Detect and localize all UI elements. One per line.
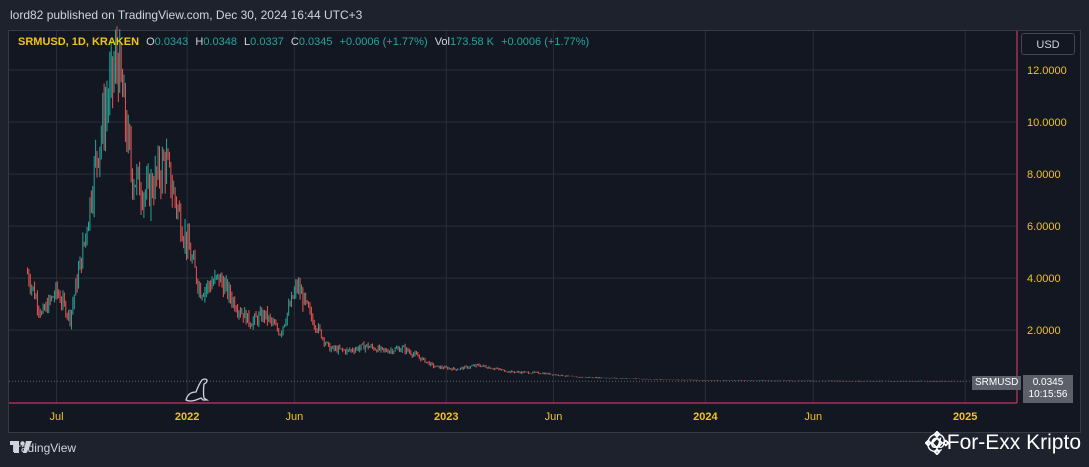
vol-label: Vol bbox=[434, 36, 450, 48]
footer-brand[interactable]: TradingView bbox=[10, 441, 76, 455]
open-value: 0.0343 bbox=[154, 36, 189, 48]
change-value: +0.0006 (+1.77%) bbox=[339, 36, 428, 48]
dinosaur-icon bbox=[185, 378, 210, 402]
watermark-text: @For-Exx Kripto bbox=[925, 431, 1081, 454]
y-tick-label: 10.0000 bbox=[1027, 117, 1067, 129]
close-value: 0.0345 bbox=[298, 36, 333, 48]
x-tick-label: Jun bbox=[545, 411, 563, 423]
y-tick-label: 8.0000 bbox=[1027, 169, 1061, 181]
symbol-label[interactable]: SRMUSD, 1D, KRAKEN bbox=[18, 36, 140, 48]
candles-group bbox=[26, 26, 964, 382]
symbol-badge: SRMUSD bbox=[972, 376, 1022, 390]
x-tick-label: 2024 bbox=[693, 411, 718, 423]
bar-countdown: 10:15:56 bbox=[1028, 389, 1068, 400]
y-tick-label: 12.0000 bbox=[1027, 65, 1067, 77]
low-label: L bbox=[244, 36, 251, 48]
x-tick-label: Jul bbox=[50, 411, 64, 423]
vol-value: 173.58 K bbox=[449, 36, 495, 48]
y-tick-label: 4.0000 bbox=[1027, 273, 1061, 285]
watermark: @For-Exx Kripto bbox=[925, 431, 1081, 455]
x-tick-label: 2022 bbox=[175, 411, 199, 423]
close-label: C bbox=[290, 36, 299, 48]
high-label: H bbox=[195, 36, 204, 48]
currency-button[interactable]: USD bbox=[1021, 33, 1075, 55]
high-value: 0.0348 bbox=[203, 36, 237, 48]
open-label: O bbox=[146, 36, 155, 48]
x-tick-label: Jun bbox=[804, 411, 822, 423]
x-tick-label: 2025 bbox=[953, 411, 977, 423]
x-tick-label: 2023 bbox=[434, 411, 458, 423]
y-tick-label: 2.0000 bbox=[1027, 325, 1061, 337]
vol-change-value: +0.0006 (+1.77%) bbox=[501, 36, 590, 48]
ohlc-legend: SRMUSD, 1D, KRAKEN O0.0343 H0.0348 L0.03… bbox=[18, 36, 589, 48]
diamond-logo-icon bbox=[925, 431, 950, 455]
tradingview-logo-icon bbox=[10, 441, 32, 453]
y-tick-label: 6.0000 bbox=[1027, 221, 1061, 233]
publish-info: lord82 published on TradingView.com, Dec… bbox=[10, 8, 363, 22]
x-tick-label: Jun bbox=[285, 411, 303, 423]
low-value: 0.0337 bbox=[250, 36, 284, 48]
last-price-badge: 0.0345 10:15:56 bbox=[1023, 375, 1073, 403]
last-price: 0.0345 bbox=[1032, 377, 1064, 388]
